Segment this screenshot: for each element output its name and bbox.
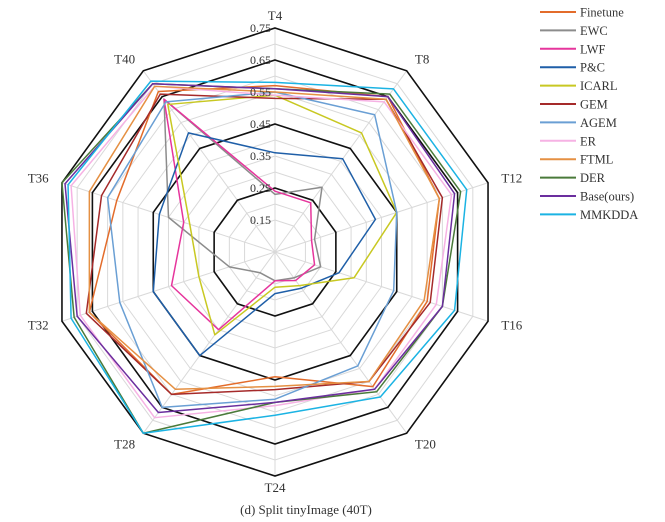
series-icarl: [167, 94, 398, 336]
series-ftml: [88, 85, 441, 390]
axis-label-T32: T32: [28, 318, 49, 333]
ring-0.25: [213, 187, 337, 317]
series-agem: [106, 91, 398, 409]
series-base-ours-: [64, 82, 456, 414]
ring-0.55: [122, 91, 428, 413]
legend-label-mmkdda: MMKDDA: [580, 208, 638, 222]
legend-label-p-c: P&C: [580, 61, 605, 75]
legend-label-ftml: FTML: [580, 153, 613, 167]
legend-label-agem: AGEM: [580, 116, 617, 130]
axis-label-T4: T4: [268, 8, 283, 23]
axis-label-T40: T40: [114, 51, 135, 66]
series-layer: [61, 80, 468, 434]
ring-0.7: [76, 43, 474, 461]
axis-label-T16: T16: [501, 318, 522, 333]
legend-label-icarl: ICARL: [580, 79, 618, 93]
series-ewc: [163, 98, 323, 282]
series-finetune: [88, 84, 441, 396]
ring-0.5: [137, 107, 413, 397]
axis-label-T12: T12: [501, 170, 522, 185]
legend-label-base-ours-: Base(ours): [580, 190, 634, 204]
series-p-c: [152, 132, 377, 357]
legend-label-lwf: LWF: [580, 42, 606, 56]
legend-label-der: DER: [580, 171, 606, 185]
legend-label-finetune: Finetune: [580, 6, 624, 20]
tick-label-0.55: 0.55: [250, 85, 271, 99]
ring-0.15: [244, 219, 306, 285]
ring-0.2: [228, 203, 322, 301]
series-er: [70, 85, 453, 419]
legend: Finetune EWC LWF P&C ICARL GEM AGEM ER FTML DER Ba…: [540, 6, 638, 222]
ring-0.45: [152, 123, 398, 381]
axis-label-T20: T20: [415, 437, 436, 452]
ring-0.35: [183, 155, 367, 349]
radar-grid: [61, 27, 489, 477]
ring-0.65: [91, 59, 459, 445]
series-gem: [85, 93, 444, 396]
ring-0.4: [167, 139, 383, 365]
tick-label-0.25: 0.25: [250, 181, 271, 195]
tick-label-0.65: 0.65: [250, 53, 271, 67]
tick-label-0.45: 0.45: [250, 117, 271, 131]
tick-label-0.75: 0.75: [250, 21, 271, 35]
legend-label-er: ER: [580, 134, 597, 148]
tick-label-0.15: 0.15: [250, 213, 271, 227]
ring-0.75: [61, 27, 489, 477]
axis-labels: T4 T8 T12 T16 T20 T24 T28 T32 T36 T40: [28, 8, 523, 495]
series-lwf: [163, 98, 316, 331]
tick-labels: 0.15 0.25 0.35 0.45 0.55 0.65 0.75: [250, 21, 271, 227]
legend-label-gem: GEM: [580, 98, 608, 112]
series-der: [61, 82, 462, 434]
axis-label-T36: T36: [28, 170, 49, 185]
axis-label-T8: T8: [415, 51, 429, 66]
legend-label-ewc: EWC: [580, 24, 608, 38]
tick-label-0.35: 0.35: [250, 149, 271, 163]
series-mmkdda: [67, 80, 468, 434]
axis-label-T24: T24: [265, 480, 286, 495]
chart-caption: (d) Split tinyImage (40T): [240, 502, 372, 517]
axis-label-T28: T28: [114, 437, 135, 452]
ring-0.3: [198, 171, 352, 333]
